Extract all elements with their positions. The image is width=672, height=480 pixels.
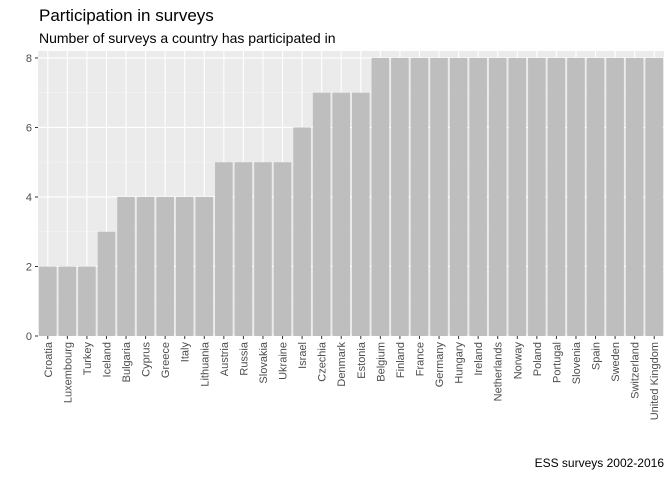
- x-tick-label: Hungary: [454, 342, 466, 384]
- y-tick-label: 8: [26, 53, 32, 65]
- bar: [371, 57, 390, 336]
- x-tick-label: Estonia: [356, 341, 368, 379]
- bar: [215, 162, 233, 336]
- x-tick-label: Germany: [434, 342, 446, 388]
- bar: [78, 266, 96, 336]
- x-tick-label: Greece: [160, 342, 172, 378]
- x-tick-label: Poland: [532, 342, 544, 376]
- x-tick-label: Switzerland: [630, 342, 642, 399]
- x-tick-label: Italy: [180, 342, 192, 363]
- bar: [97, 231, 116, 336]
- x-tick-label: France: [414, 342, 426, 376]
- bars: [38, 57, 664, 337]
- x-tick-label: Austria: [219, 341, 231, 376]
- bar: [293, 127, 311, 337]
- bar: [273, 162, 292, 336]
- x-tick-label: Netherlands: [493, 342, 505, 402]
- x-tick-label: Spain: [591, 342, 603, 370]
- bar: [567, 57, 585, 336]
- bar: [645, 57, 664, 336]
- bar: [136, 196, 155, 336]
- x-tick-label: Norway: [512, 342, 524, 380]
- bar: [58, 266, 77, 336]
- bar: [175, 196, 194, 336]
- x-tick-label: Russia: [238, 341, 250, 376]
- x-tick-label: United Kingdom: [649, 342, 661, 420]
- x-tick-label: Czechia: [317, 341, 329, 382]
- x-axis: Croatia Luxembourg Turkey Iceland Bulgaria Cy…: [43, 336, 661, 420]
- bar: [312, 92, 331, 337]
- x-tick-label: Belgium: [375, 342, 387, 382]
- bar: [449, 57, 468, 336]
- chart-title: Participation in surveys: [39, 6, 214, 25]
- bar: [332, 92, 351, 337]
- bar: [625, 57, 644, 336]
- bar: [234, 162, 253, 336]
- chart-caption: ESS surveys 2002-2016: [534, 456, 664, 470]
- x-tick-label: Ireland: [473, 342, 485, 376]
- x-tick-label: Denmark: [336, 342, 348, 387]
- x-tick-label: Slovenia: [571, 341, 583, 384]
- x-tick-label: Israel: [297, 342, 309, 369]
- y-tick-label: 0: [26, 331, 32, 343]
- bar: [488, 57, 507, 336]
- y-tick-label: 6: [26, 122, 32, 134]
- x-tick-label: Cyprus: [141, 342, 153, 377]
- y-tick-label: 2: [26, 261, 32, 273]
- bar: [528, 57, 546, 336]
- x-tick-label: Turkey: [82, 342, 94, 376]
- bar: [606, 57, 624, 336]
- x-tick-label: Croatia: [43, 341, 55, 377]
- bar: [254, 162, 272, 336]
- bar: [391, 57, 409, 336]
- x-tick-label: Lithuania: [199, 341, 211, 387]
- bar: [38, 266, 57, 336]
- x-tick-label: Luxembourg: [62, 342, 74, 403]
- bar: [195, 196, 214, 336]
- x-tick-label: Ukraine: [278, 342, 290, 380]
- bar: [430, 57, 448, 336]
- x-tick-label: Portugal: [551, 342, 563, 383]
- y-tick-label: 4: [26, 192, 32, 204]
- bar: [156, 196, 174, 336]
- bar: [469, 57, 487, 336]
- bar: [508, 57, 527, 336]
- x-tick-label: Iceland: [101, 342, 113, 377]
- bar: [351, 92, 370, 337]
- x-tick-label: Slovakia: [258, 341, 270, 383]
- bar: [117, 196, 135, 336]
- x-tick-label: Bulgaria: [121, 341, 133, 382]
- bar: [547, 57, 566, 336]
- bar: [410, 57, 429, 336]
- x-tick-label: Sweden: [610, 342, 622, 382]
- bar: [586, 57, 605, 336]
- x-tick-label: Finland: [395, 342, 407, 378]
- y-axis: 0 2 4 6 8: [26, 53, 38, 343]
- chart-subtitle: Number of surveys a country has particip…: [39, 30, 336, 46]
